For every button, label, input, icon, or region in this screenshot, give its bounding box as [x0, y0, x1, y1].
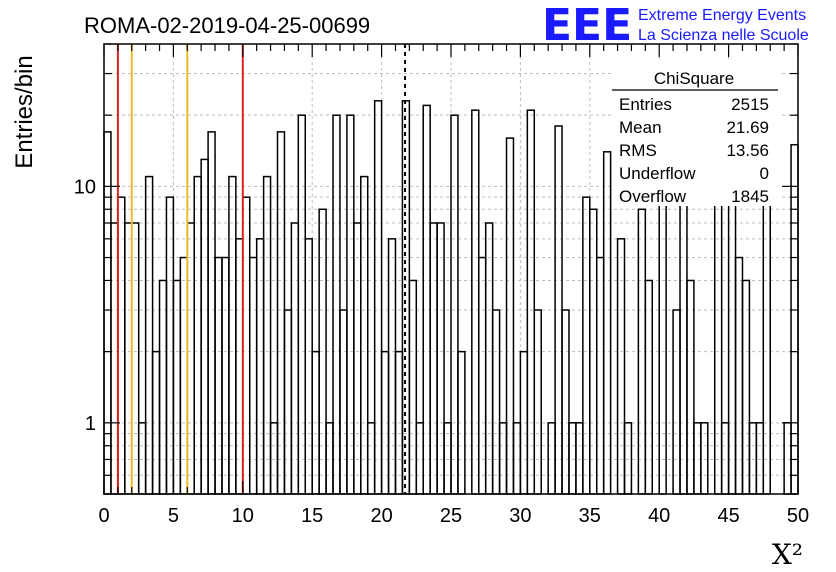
histogram-bin	[595, 256, 605, 495]
histogram-bin	[450, 114, 459, 495]
histogram-bin	[297, 114, 307, 495]
histogram-bin	[214, 256, 223, 495]
histogram-bin	[290, 222, 300, 495]
axis-ticks	[103, 43, 799, 495]
histogram-bin	[484, 222, 494, 495]
histogram-bin	[582, 196, 591, 495]
histogram-bin	[144, 175, 154, 495]
stats-label: RMS	[619, 141, 657, 160]
histogram-bin	[346, 114, 355, 495]
histogram-bin	[505, 137, 515, 495]
stats-box-background	[612, 60, 780, 206]
histogram-bin	[228, 175, 237, 495]
histogram-bin	[117, 196, 126, 495]
x-tick-label: 20	[370, 505, 392, 527]
x-tick-label: 25	[440, 505, 462, 527]
x-tick-label: 50	[787, 505, 809, 527]
x-tick-label: 0	[98, 505, 109, 527]
stats-rows: Entries 2515 Mean 21.69 RMS 13.56 Underflow 0 Ov…	[619, 95, 769, 206]
y-tick-label: 1	[85, 413, 96, 435]
histogram-bin	[179, 256, 189, 495]
histogram-bin	[332, 114, 341, 495]
histogram-bin	[339, 309, 348, 495]
histogram-bin	[616, 238, 626, 495]
histogram-bin	[110, 222, 119, 495]
histogram-bin	[262, 175, 272, 495]
histogram-bin	[672, 309, 681, 495]
x-tick-label: 15	[301, 505, 323, 527]
logo-mark: EEE	[542, 0, 632, 51]
histogram-bin	[283, 309, 293, 495]
logo-line-2: La Scienza nelle Scuole	[638, 27, 809, 44]
x-tick-label: 45	[717, 505, 739, 527]
histogram-bin	[408, 279, 418, 495]
histogram-bin	[131, 222, 140, 495]
histogram-bin	[734, 256, 744, 495]
x-axis-title: X²	[772, 538, 803, 571]
x-tick-label: 5	[168, 505, 179, 527]
stats-value: 1845	[731, 187, 769, 206]
x-tick-label: 35	[579, 505, 601, 527]
y-tick-label: 10	[74, 176, 96, 198]
stats-title: ChiSquare	[654, 69, 734, 88]
chart-title: ROMA-02-2019-04-25-00699	[84, 13, 370, 38]
histogram-bin	[602, 151, 612, 495]
logo-line-1: Extreme Energy Events	[638, 7, 806, 24]
histogram-bin	[533, 309, 542, 495]
x-tick-label: 30	[509, 505, 531, 527]
stats-value: 13.56	[726, 141, 769, 160]
stats-label: Entries	[619, 95, 672, 114]
histogram-bin	[255, 238, 265, 495]
histogram-bin	[561, 309, 570, 495]
x-tick-label: 10	[232, 505, 254, 527]
histogram-bin	[242, 196, 251, 495]
histogram-bin	[526, 109, 536, 495]
histogram-bin	[353, 222, 362, 495]
histogram-bin	[436, 222, 445, 495]
stats-value: 21.69	[726, 118, 769, 137]
histogram-bin	[741, 279, 751, 495]
y-tick-labels: 1 10	[74, 176, 96, 434]
histogram-bin	[304, 238, 313, 495]
stats-label: Mean	[619, 118, 662, 137]
histogram-bin	[491, 309, 501, 495]
stats-label: Overflow	[619, 187, 687, 206]
x-tick-labels: 0 5 10 15 20 25 30 35 40 45 50	[98, 505, 809, 527]
threshold-lines	[116, 44, 407, 494]
histogram-bin	[235, 238, 244, 495]
histogram-bin	[471, 109, 480, 495]
histogram-bin	[422, 104, 431, 495]
stats-value: 0	[760, 164, 769, 183]
histogram-bin	[193, 175, 202, 495]
stats-label: Underflow	[619, 164, 696, 183]
histogram-bin	[429, 222, 438, 495]
histogram-bin	[387, 238, 397, 495]
histogram-bin	[124, 222, 133, 495]
histogram-bin	[165, 196, 175, 495]
histogram-bin	[373, 100, 383, 495]
histogram-bin	[158, 279, 168, 495]
histogram-bin	[478, 256, 487, 495]
y-axis-title: Entries/bin	[11, 55, 38, 168]
histogram-bin	[248, 256, 258, 495]
stats-value: 2515	[731, 95, 769, 114]
histogram-bin	[172, 279, 182, 495]
histogram-bin	[644, 279, 654, 495]
histogram-bin	[686, 279, 695, 495]
histogram-bin	[221, 256, 230, 495]
histogram-bin	[186, 222, 195, 495]
x-tick-label: 40	[648, 505, 670, 527]
histogram-bin	[360, 175, 369, 495]
stats-box: ChiSquare Entries 2515 Mean 21.69 RMS 13.56 Un…	[612, 60, 780, 206]
